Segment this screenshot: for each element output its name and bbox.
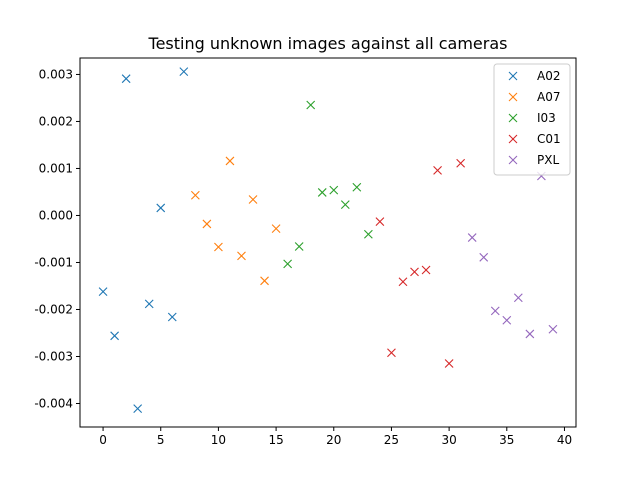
y-tick-label: -0.003 xyxy=(34,349,73,363)
legend-label: I03 xyxy=(537,111,556,125)
data-point xyxy=(467,233,477,242)
x-tick-label: 40 xyxy=(557,433,572,447)
data-point xyxy=(433,165,442,175)
data-point xyxy=(410,267,419,277)
legend-marker xyxy=(508,92,518,102)
y-tick-label: 0.001 xyxy=(39,161,73,175)
series-a07 xyxy=(190,156,281,286)
legend-marker xyxy=(508,113,518,123)
x-tick-label: 5 xyxy=(157,433,165,447)
legend-marker xyxy=(508,134,518,144)
data-point xyxy=(525,329,535,339)
data-point xyxy=(225,156,235,166)
x-tick-label: 10 xyxy=(211,433,226,447)
data-point xyxy=(179,67,189,77)
data-point xyxy=(398,277,408,287)
data-point xyxy=(329,185,339,195)
x-tick-label: 0 xyxy=(99,433,107,447)
x-tick-label: 30 xyxy=(441,433,456,447)
data-point xyxy=(190,190,200,200)
series-a02 xyxy=(98,67,189,414)
legend-label: A07 xyxy=(537,90,560,104)
y-tick-label: -0.002 xyxy=(34,302,73,316)
legend-box xyxy=(493,63,571,176)
data-point xyxy=(248,195,258,204)
series-pxl xyxy=(467,171,558,339)
x-tick-label: 20 xyxy=(326,433,341,447)
y-tick-label: -0.001 xyxy=(34,255,73,269)
data-point xyxy=(502,315,512,325)
data-point xyxy=(444,359,454,368)
y-tick-label: 0.003 xyxy=(39,67,73,81)
data-point xyxy=(317,188,327,197)
data-point xyxy=(133,404,143,414)
x-tick-label: 35 xyxy=(499,433,514,447)
data-point xyxy=(340,200,350,210)
data-point xyxy=(294,242,304,251)
plot-area xyxy=(79,57,577,428)
data-point xyxy=(167,312,177,322)
y-tick-label: -0.004 xyxy=(34,396,73,410)
legend-marker xyxy=(508,71,518,81)
series-c01 xyxy=(375,158,466,368)
data-point xyxy=(156,203,166,213)
legend-label: A02 xyxy=(537,69,560,83)
y-tick-label: 0.000 xyxy=(39,208,73,222)
y-tick-label: 0.002 xyxy=(39,114,73,128)
data-point xyxy=(306,100,316,110)
legend-label: PXL xyxy=(537,153,559,167)
data-point xyxy=(121,74,131,84)
data-point xyxy=(144,299,154,309)
data-point xyxy=(548,324,558,334)
data-point xyxy=(260,276,269,286)
legend: A02 A07 I03 C01 PXL xyxy=(493,63,571,176)
data-point xyxy=(479,252,489,262)
data-point xyxy=(202,219,212,229)
plot-frame xyxy=(79,57,577,428)
data-point xyxy=(271,224,281,234)
x-axis: 0 5 10 15 20 25 30 35 40 xyxy=(99,427,572,447)
data-point xyxy=(490,306,500,316)
data-point xyxy=(387,348,396,358)
data-point xyxy=(375,217,385,226)
data-point xyxy=(214,242,223,252)
data-point xyxy=(110,331,119,341)
data-point xyxy=(513,293,523,303)
series-i03 xyxy=(283,100,373,269)
legend-label: C01 xyxy=(537,132,561,146)
data-point xyxy=(237,251,246,261)
series-layer xyxy=(98,67,558,414)
data-point xyxy=(363,229,373,239)
y-axis: -0.004 -0.003 -0.002 -0.001 0.000 0.001 0.002 0… xyxy=(34,67,80,410)
data-point xyxy=(456,158,466,168)
x-tick-label: 25 xyxy=(384,433,399,447)
x-tick-label: 15 xyxy=(268,433,283,447)
data-point xyxy=(352,182,362,192)
chart-title: Testing unknown images against all camer… xyxy=(148,34,508,53)
data-point xyxy=(98,287,108,297)
data-point xyxy=(421,265,431,275)
data-point xyxy=(283,259,293,269)
legend-marker xyxy=(508,155,518,165)
